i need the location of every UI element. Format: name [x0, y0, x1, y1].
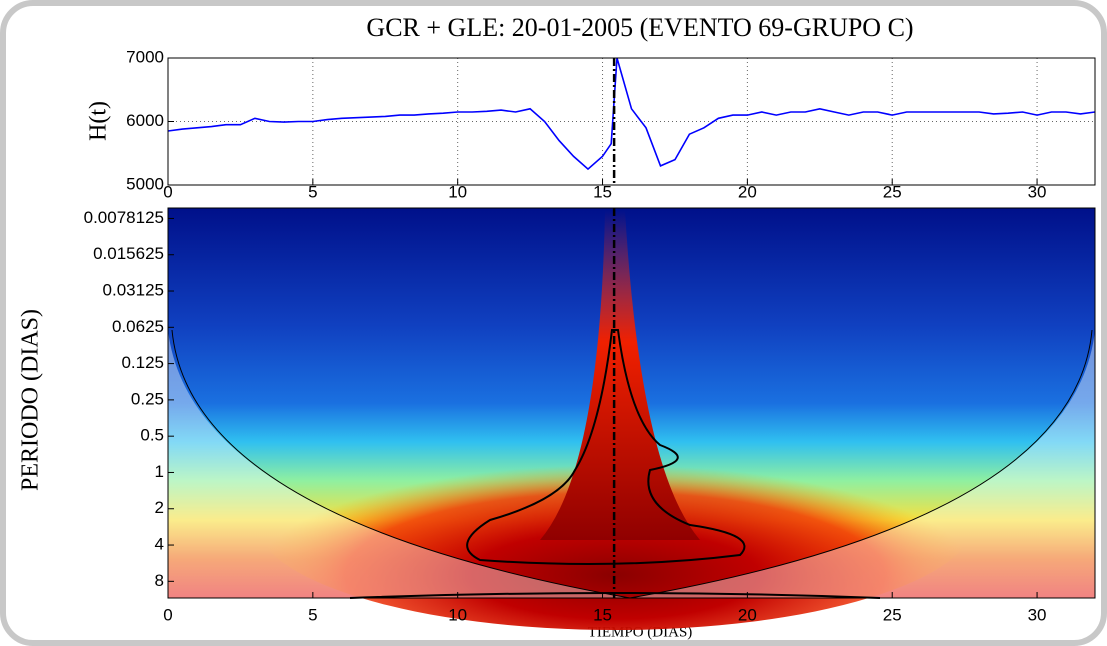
x-tick-label: 10	[448, 182, 467, 201]
y-tick-label: 5000	[126, 174, 164, 193]
y-axis-label: H(t)	[86, 101, 112, 141]
wavelet-spectrum-image	[168, 208, 1095, 630]
x-tick-label: 5	[308, 182, 317, 201]
axes-box	[167, 57, 1096, 186]
x-tick-label: 20	[738, 605, 757, 624]
y-tick-label: 0.0625	[112, 317, 164, 336]
data-line	[167, 57, 1096, 171]
y-tick-label: 0.125	[121, 353, 164, 372]
x-tick-label: 20	[738, 182, 757, 201]
y-tick-label: 0.5	[140, 426, 164, 445]
x-tick-label: 0	[163, 605, 172, 624]
y-tick-label: 0.03125	[103, 281, 164, 300]
x-tick-label: 30	[1028, 182, 1047, 201]
y-tick-label: 0.25	[131, 389, 164, 408]
x-tick-label: 0	[163, 182, 172, 201]
y-tick-label: 4	[155, 535, 164, 554]
y-axis-label: PERIODO (DIAS)	[18, 309, 44, 491]
x-tick-label: 10	[448, 605, 467, 624]
y-tick-label: 6000	[126, 111, 164, 130]
x-tick-label: 15	[593, 605, 612, 624]
axes-box	[167, 207, 1096, 599]
y-tick-label: 7000	[126, 47, 164, 66]
x-tick-label: 15	[593, 182, 612, 201]
y-tick-label: 8	[155, 571, 164, 590]
y-tick-label: 1	[155, 462, 164, 481]
x-tick-label: 5	[308, 605, 317, 624]
x-tick-label: 25	[883, 605, 902, 624]
y-tick-label: 0.0078125	[84, 208, 164, 227]
x-tick-label: 25	[883, 182, 902, 201]
y-tick-label: 0.015625	[93, 244, 164, 263]
x-tick-label: 30	[1028, 605, 1047, 624]
y-tick-label: 2	[155, 498, 164, 517]
chart-title: GCR + GLE: 20-01-2005 (EVENTO 69-GRUPO C…	[366, 13, 913, 42]
